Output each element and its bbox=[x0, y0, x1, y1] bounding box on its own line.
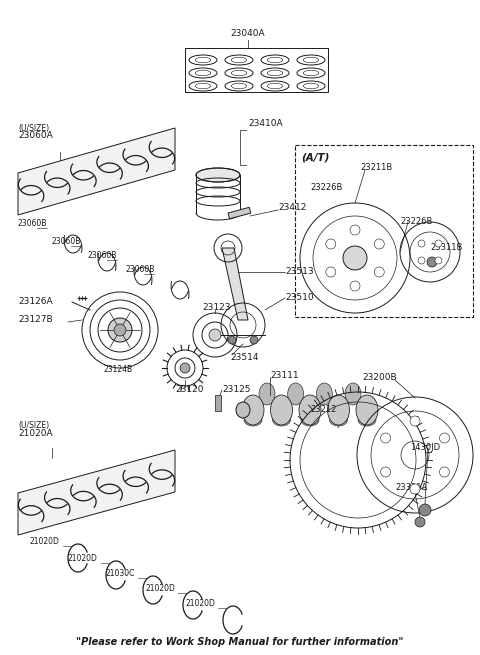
Text: 23513: 23513 bbox=[285, 267, 313, 276]
Circle shape bbox=[209, 329, 221, 341]
Ellipse shape bbox=[327, 395, 349, 425]
Text: 23060B: 23060B bbox=[52, 237, 82, 246]
Text: 1430JD: 1430JD bbox=[410, 443, 440, 453]
Polygon shape bbox=[222, 248, 248, 320]
Ellipse shape bbox=[196, 168, 240, 182]
Circle shape bbox=[350, 225, 360, 235]
Text: 23060B: 23060B bbox=[88, 251, 118, 260]
Text: (A/T): (A/T) bbox=[301, 153, 329, 163]
Circle shape bbox=[114, 324, 126, 336]
Text: 21020D: 21020D bbox=[68, 554, 98, 563]
Circle shape bbox=[427, 257, 437, 267]
Text: 23211B: 23211B bbox=[360, 164, 392, 172]
Circle shape bbox=[435, 257, 442, 264]
Ellipse shape bbox=[271, 395, 292, 425]
Text: 21020D: 21020D bbox=[30, 537, 60, 546]
Circle shape bbox=[410, 416, 420, 426]
Circle shape bbox=[440, 433, 449, 443]
Circle shape bbox=[381, 467, 391, 477]
Ellipse shape bbox=[358, 414, 376, 426]
Bar bbox=[228, 207, 251, 219]
Text: 23060B: 23060B bbox=[125, 265, 155, 274]
Circle shape bbox=[374, 239, 384, 249]
Text: 23200B: 23200B bbox=[362, 373, 396, 383]
Circle shape bbox=[350, 281, 360, 291]
Text: 23412: 23412 bbox=[278, 204, 306, 212]
Ellipse shape bbox=[329, 414, 348, 426]
Circle shape bbox=[381, 433, 391, 443]
Circle shape bbox=[435, 240, 442, 247]
Text: 21020D: 21020D bbox=[145, 584, 175, 593]
Text: 23040A: 23040A bbox=[231, 29, 265, 38]
Circle shape bbox=[410, 484, 420, 494]
Circle shape bbox=[228, 336, 236, 344]
Bar bbox=[295, 145, 473, 317]
Bar bbox=[215, 395, 221, 411]
Text: 23060A: 23060A bbox=[18, 131, 53, 140]
Circle shape bbox=[326, 239, 336, 249]
Circle shape bbox=[419, 504, 431, 516]
Text: 23120: 23120 bbox=[175, 386, 204, 394]
Ellipse shape bbox=[244, 414, 262, 426]
Text: 23123: 23123 bbox=[202, 303, 230, 312]
Text: 23125: 23125 bbox=[222, 386, 251, 394]
Circle shape bbox=[418, 257, 425, 264]
Text: 23311B: 23311B bbox=[430, 244, 462, 252]
Text: 23510: 23510 bbox=[285, 293, 313, 303]
Text: (U/SIZE): (U/SIZE) bbox=[18, 124, 49, 133]
Circle shape bbox=[326, 267, 336, 277]
Bar bbox=[185, 48, 328, 92]
Text: 23226B: 23226B bbox=[310, 183, 342, 193]
Text: 23060B: 23060B bbox=[18, 219, 48, 228]
Circle shape bbox=[108, 318, 132, 342]
Text: 23226B: 23226B bbox=[400, 217, 432, 227]
Circle shape bbox=[180, 363, 190, 373]
Ellipse shape bbox=[299, 395, 321, 425]
Text: 23410A: 23410A bbox=[248, 119, 283, 128]
Text: 23514: 23514 bbox=[230, 354, 259, 362]
Polygon shape bbox=[18, 450, 175, 535]
Text: 21020D: 21020D bbox=[185, 599, 215, 608]
Text: 21020A: 21020A bbox=[18, 429, 53, 438]
Ellipse shape bbox=[301, 414, 319, 426]
Ellipse shape bbox=[242, 395, 264, 425]
Circle shape bbox=[374, 267, 384, 277]
Text: 23111: 23111 bbox=[270, 371, 299, 379]
Polygon shape bbox=[18, 128, 175, 215]
Circle shape bbox=[418, 240, 425, 247]
Ellipse shape bbox=[259, 383, 275, 405]
Circle shape bbox=[440, 467, 449, 477]
Ellipse shape bbox=[236, 402, 250, 418]
Circle shape bbox=[250, 336, 258, 344]
Ellipse shape bbox=[345, 383, 361, 405]
Text: (U/SIZE): (U/SIZE) bbox=[18, 421, 49, 430]
Text: 23311A: 23311A bbox=[395, 483, 427, 493]
Text: 23126A: 23126A bbox=[18, 297, 53, 307]
Text: 21030C: 21030C bbox=[105, 569, 134, 578]
Ellipse shape bbox=[356, 395, 378, 425]
Ellipse shape bbox=[273, 414, 290, 426]
Text: 23127B: 23127B bbox=[18, 316, 53, 324]
Text: "Please refer to Work Shop Manual for further information": "Please refer to Work Shop Manual for fu… bbox=[76, 637, 404, 647]
Ellipse shape bbox=[288, 383, 304, 405]
Circle shape bbox=[343, 246, 367, 270]
Text: 23124B: 23124B bbox=[103, 365, 132, 375]
Circle shape bbox=[415, 517, 425, 527]
Text: 23212: 23212 bbox=[310, 405, 336, 415]
Ellipse shape bbox=[316, 383, 332, 405]
